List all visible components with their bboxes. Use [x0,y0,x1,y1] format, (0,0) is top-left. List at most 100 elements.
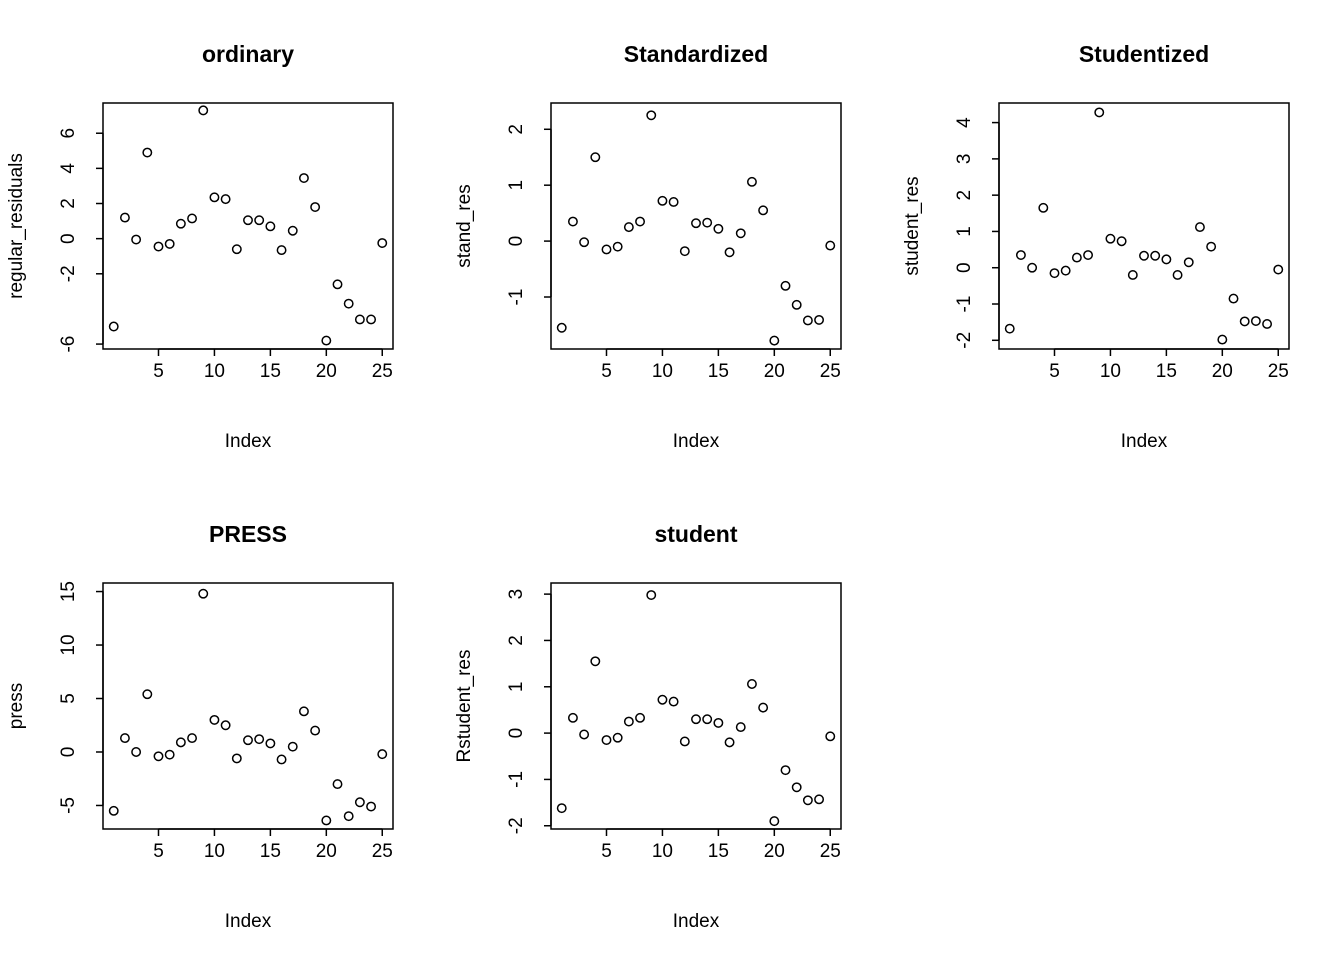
data-point [321,335,332,346]
data-point [220,720,231,731]
data-point [1116,236,1127,247]
data-point [354,314,365,325]
panel-4: PRESS 5 10 15 20 25 -5 0 5 10 15 Index press [6,521,394,932]
x-tick-label: 25 [1268,361,1289,382]
panel-1: ordinary 5 10 15 20 25 -6 -2 0 2 4 6 Index regular_re… [6,41,394,452]
y-tick-label: -2 [954,332,975,349]
data-point [1228,293,1239,304]
x-tick-label: 20 [316,361,337,382]
data-point [377,238,388,248]
y-tick-label: 2 [58,198,79,209]
data-point [243,735,253,746]
x-tick-label: 20 [1212,361,1233,382]
x-tick-label: 25 [372,361,393,382]
data-point [556,803,567,814]
data-point [601,244,612,255]
x-tick-label: 10 [1100,361,1121,382]
data-point [1071,252,1082,263]
data-point [298,173,309,183]
data-point [366,314,377,325]
data-point [1250,316,1261,327]
data-point [1015,250,1026,260]
data-point [298,706,309,717]
data-point [131,747,142,757]
data-point [579,237,590,248]
y-axis-label: regular_residuals [6,153,27,299]
data-point [780,280,791,291]
x-tick-label: 25 [372,841,393,862]
x-tick-label: 20 [764,841,785,862]
data-point [590,152,601,163]
data-point [657,694,668,705]
data-point [657,195,668,206]
data-point [601,735,612,746]
data-point [198,588,209,599]
data-point [321,815,332,826]
y-axis-label: press [6,683,27,729]
data-point [175,737,186,748]
data-point [377,749,388,760]
data-point [735,228,746,239]
y-tick-label: 0 [58,233,79,244]
data-point [164,749,175,760]
x-tick-label: 5 [153,361,164,382]
data-point [265,738,276,749]
panel-2: Standardized 5 10 15 20 25 -1 0 1 2 Index stand_res [454,41,842,452]
data-point [254,734,265,745]
y-tick-label: -6 [58,336,79,353]
data-point [1038,202,1049,213]
data-point [635,712,646,723]
data-point [702,217,713,228]
data-point [612,732,623,743]
data-point [187,213,198,224]
data-point [623,716,634,727]
y-tick-label: 3 [954,154,975,165]
plot-frame [102,582,394,830]
x-axis-label: Index [673,431,720,452]
data-point [310,202,321,212]
data-point [1194,222,1205,233]
y-tick-label: 2 [506,124,527,135]
data-point [702,714,713,725]
data-point [679,736,690,747]
data-point [758,205,769,216]
data-point [735,722,746,733]
y-tick-label: 5 [58,693,79,704]
data-point [825,240,836,251]
x-tick-label: 10 [652,841,673,862]
y-tick-label: 10 [58,634,79,655]
y-tick-label: -1 [954,296,975,313]
data-point [310,725,321,736]
x-tick-label: 25 [820,841,841,862]
data-point [1239,316,1250,327]
x-tick-label: 15 [1156,361,1177,382]
x-tick-label: 10 [652,361,673,382]
x-tick-label: 15 [260,841,281,862]
y-axis-label: student_res [902,176,923,275]
data-point [556,322,567,333]
data-point [1139,250,1149,261]
data-point [724,247,735,258]
data-point [332,779,343,790]
data-point [746,679,757,689]
data-point [1273,264,1284,275]
data-point [691,714,701,725]
data-point [1027,262,1038,273]
x-tick-label: 5 [601,361,612,382]
y-axis-label: stand_res [454,184,475,267]
y-tick-label: 4 [58,163,79,174]
data-point [1161,254,1172,265]
x-tick-label: 5 [153,841,164,862]
y-tick-label: -5 [58,797,79,814]
x-axis-label: Index [225,911,272,932]
data-point [623,222,634,233]
data-point [209,714,220,725]
data-point [713,223,724,234]
x-tick-label: 20 [316,841,337,862]
y-tick-label: -1 [506,771,527,788]
y-tick-label: -2 [506,817,527,834]
data-point [131,234,142,245]
panel-title: Standardized [624,41,768,67]
y-tick-label: 2 [954,190,975,201]
data-point [1083,250,1094,260]
